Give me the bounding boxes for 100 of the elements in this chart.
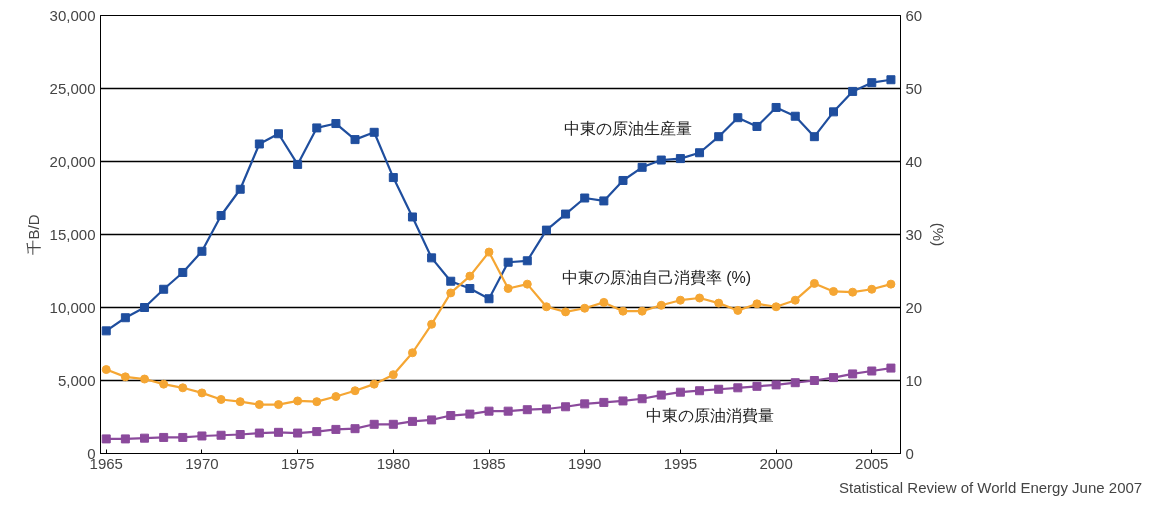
point — [331, 119, 341, 129]
point — [293, 396, 303, 406]
point — [446, 276, 456, 286]
point — [618, 175, 628, 185]
point — [752, 381, 762, 391]
x-tick-label: 1975 — [280, 454, 315, 472]
point — [216, 211, 226, 221]
point — [599, 397, 609, 407]
point — [809, 376, 819, 385]
point — [331, 424, 341, 434]
point — [273, 129, 283, 139]
point — [867, 284, 877, 294]
point — [771, 102, 781, 112]
point — [484, 247, 494, 257]
point — [101, 365, 111, 375]
x-tick-label: 1995 — [663, 454, 698, 472]
point — [197, 431, 207, 441]
point — [541, 404, 551, 414]
point — [273, 400, 283, 410]
point — [159, 379, 169, 389]
point — [561, 307, 571, 317]
point — [197, 388, 207, 398]
point — [848, 287, 858, 297]
point — [771, 380, 781, 390]
point — [695, 148, 705, 158]
point — [235, 397, 245, 407]
point — [388, 419, 398, 429]
y-tick-label: 25,000 — [49, 79, 96, 97]
point — [216, 394, 226, 404]
y-tick-label: 30,000 — [49, 6, 96, 24]
point — [369, 379, 379, 389]
point — [656, 390, 666, 400]
point — [695, 293, 705, 303]
point — [541, 302, 551, 312]
point — [829, 107, 839, 117]
point — [522, 405, 532, 415]
y-tick-label: 15,000 — [49, 225, 96, 243]
point — [733, 383, 743, 393]
point — [465, 284, 475, 294]
y-tick-label: 20,000 — [49, 152, 96, 170]
point — [809, 278, 819, 288]
point — [159, 284, 169, 294]
point — [675, 154, 685, 164]
point — [771, 302, 781, 312]
point — [350, 424, 360, 434]
point — [618, 396, 628, 406]
point — [752, 121, 762, 131]
y2-tick-label: 30 — [905, 225, 923, 243]
point — [484, 406, 494, 416]
point — [273, 427, 283, 437]
point — [140, 374, 150, 384]
point — [465, 271, 475, 281]
point — [886, 363, 896, 373]
point — [541, 225, 551, 235]
x-tick-label: 2000 — [759, 454, 793, 472]
point — [503, 406, 513, 416]
point — [254, 400, 264, 410]
point — [656, 155, 666, 165]
point — [101, 434, 111, 444]
point — [120, 434, 130, 444]
y2-tick-label: 40 — [905, 152, 923, 170]
y-tick-label: 10,000 — [49, 298, 96, 316]
series-label: 中東の原油自己消費率 (%) — [561, 268, 752, 286]
point — [695, 386, 705, 396]
point — [216, 430, 226, 440]
point — [427, 415, 437, 425]
point — [254, 428, 264, 438]
point — [312, 427, 322, 437]
point — [867, 78, 877, 88]
point — [388, 370, 398, 380]
y2-tick-label: 20 — [905, 298, 923, 316]
series-label: 中東の原油生産量 — [563, 119, 692, 137]
point — [178, 383, 188, 393]
point — [637, 306, 647, 316]
point — [159, 432, 169, 442]
point — [637, 162, 647, 172]
point — [714, 384, 724, 394]
y-axis-title: 千B/D — [24, 214, 42, 255]
point — [522, 256, 532, 266]
point — [197, 246, 207, 256]
point — [580, 193, 590, 203]
y2-tick-label: 0 — [905, 444, 914, 462]
point — [427, 319, 437, 329]
point — [503, 257, 513, 267]
point — [446, 288, 456, 298]
point — [120, 372, 130, 382]
point — [293, 428, 303, 438]
point — [120, 313, 130, 323]
point — [350, 135, 360, 145]
point — [848, 86, 858, 96]
point — [312, 123, 322, 133]
point — [254, 139, 264, 149]
point — [407, 348, 417, 358]
point — [886, 279, 896, 289]
point — [446, 411, 456, 421]
x-tick-label: 2005 — [855, 454, 889, 472]
point — [369, 419, 379, 429]
point — [714, 298, 724, 308]
point — [522, 279, 532, 289]
point — [235, 184, 245, 194]
